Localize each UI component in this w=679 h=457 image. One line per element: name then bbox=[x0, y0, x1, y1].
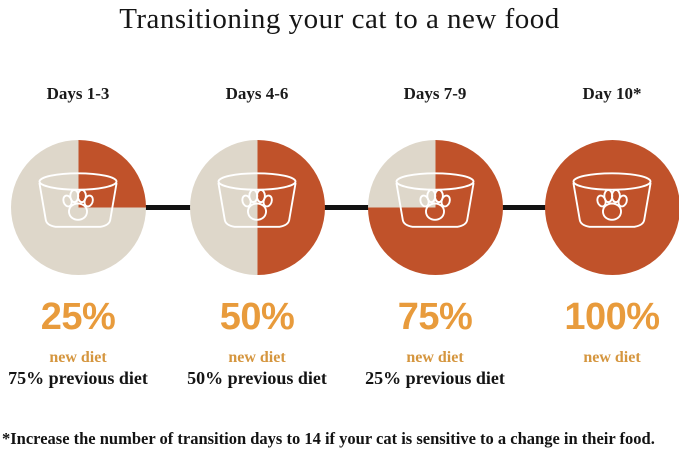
diet-ratio-pie bbox=[10, 140, 146, 275]
new-diet-percent: 100% bbox=[564, 296, 660, 338]
previous-diet-label: 50% previous diet bbox=[187, 368, 327, 388]
stage-label: Day 10* bbox=[582, 84, 642, 103]
cat-food-bowl-paw-icon bbox=[27, 170, 129, 234]
new-diet-label: new diet bbox=[228, 349, 286, 366]
previous-diet-label: 25% previous diet bbox=[365, 368, 505, 388]
previous-diet-label: 75% previous diet bbox=[8, 368, 148, 388]
stage-label: Days 7-9 bbox=[403, 84, 467, 103]
page-title: Transitioning your cat to a new food bbox=[119, 3, 560, 35]
cat-food-bowl-paw-icon bbox=[561, 170, 663, 234]
stage-column-days-4-6: Days 4-6 50% new diet 50% previous diet bbox=[172, 84, 342, 388]
new-diet-label: new diet bbox=[583, 349, 641, 366]
new-diet-percent: 50% bbox=[219, 296, 295, 338]
diet-ratio-pie bbox=[544, 140, 679, 275]
stage-label: Days 4-6 bbox=[225, 84, 289, 103]
stage-column-days-7-9: Days 7-9 75% new diet 25% previous diet bbox=[350, 84, 520, 388]
diet-ratio-pie bbox=[367, 140, 503, 275]
stage-column-days-1-3: Days 1-3 25% new diet 75% previous diet bbox=[0, 84, 163, 388]
timeline-connector-line bbox=[78, 205, 612, 210]
new-diet-label: new diet bbox=[49, 349, 107, 366]
footnote: *Increase the number of transition days … bbox=[2, 429, 655, 448]
cat-food-bowl-paw-icon bbox=[384, 170, 486, 234]
new-diet-label: new diet bbox=[406, 349, 464, 366]
stage-column-day-10: Day 10* 100% new diet bbox=[527, 84, 679, 369]
cat-food-bowl-paw-icon bbox=[206, 170, 308, 234]
stage-label: Days 1-3 bbox=[46, 84, 110, 103]
diet-ratio-pie bbox=[189, 140, 325, 275]
new-diet-percent: 75% bbox=[397, 296, 473, 338]
new-diet-percent: 25% bbox=[40, 296, 116, 338]
